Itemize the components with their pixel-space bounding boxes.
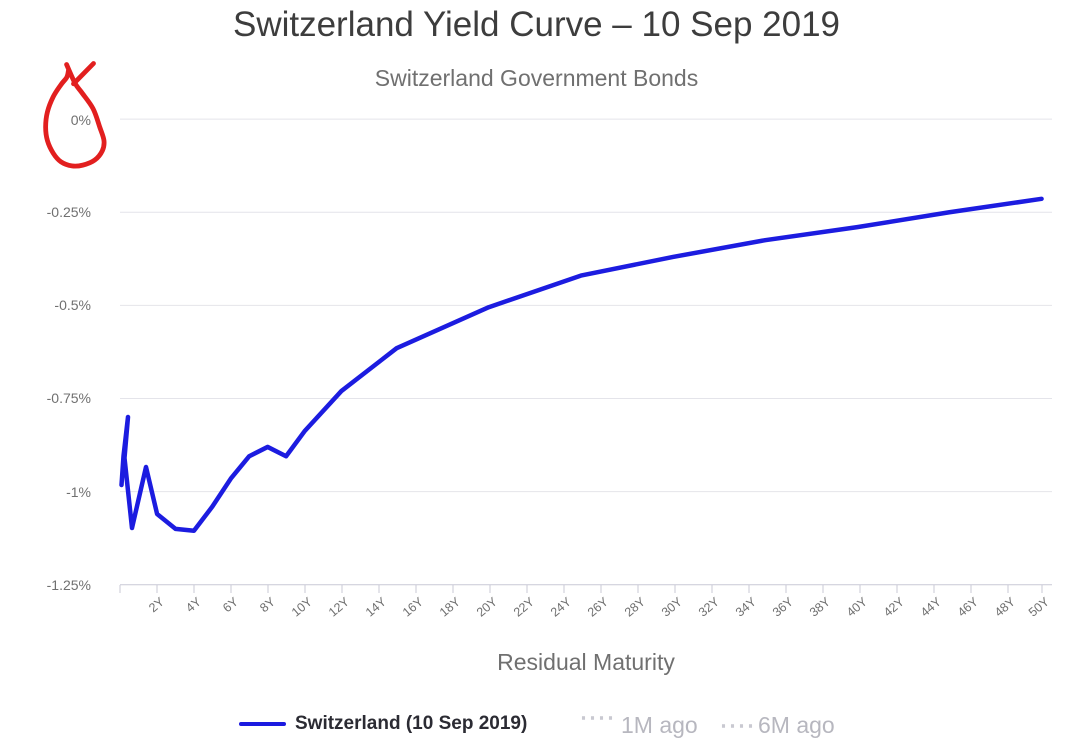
svg-text:28Y: 28Y: [622, 594, 649, 619]
svg-text:2Y: 2Y: [146, 594, 167, 615]
svg-text:-1%: -1%: [66, 484, 91, 500]
svg-text:-0.5%: -0.5%: [54, 297, 91, 313]
svg-text:-0.25%: -0.25%: [47, 204, 91, 220]
svg-text:48Y: 48Y: [992, 594, 1019, 619]
svg-text:22Y: 22Y: [511, 594, 538, 619]
svg-text:6Y: 6Y: [220, 594, 241, 615]
svg-text:14Y: 14Y: [363, 594, 390, 619]
svg-text:24Y: 24Y: [548, 594, 575, 619]
svg-text:30Y: 30Y: [659, 594, 686, 619]
svg-text:38Y: 38Y: [807, 594, 834, 619]
svg-text:32Y: 32Y: [696, 594, 723, 619]
svg-text:10Y: 10Y: [289, 594, 316, 619]
svg-text:12Y: 12Y: [326, 594, 353, 619]
svg-text:26Y: 26Y: [585, 594, 612, 619]
svg-text:36Y: 36Y: [770, 594, 797, 619]
svg-text:40Y: 40Y: [844, 594, 871, 619]
svg-text:50Y: 50Y: [1026, 594, 1053, 619]
svg-text:44Y: 44Y: [918, 594, 945, 619]
svg-text:16Y: 16Y: [400, 594, 427, 619]
svg-text:42Y: 42Y: [881, 594, 908, 619]
svg-text:20Y: 20Y: [474, 594, 501, 619]
svg-text:8Y: 8Y: [257, 594, 278, 615]
svg-text:Residual Maturity: Residual Maturity: [497, 649, 675, 675]
svg-text:-1.25%: -1.25%: [47, 577, 91, 593]
svg-text:0%: 0%: [71, 112, 91, 128]
svg-text:-0.75%: -0.75%: [47, 390, 91, 406]
svg-text:4Y: 4Y: [183, 594, 204, 615]
svg-text:18Y: 18Y: [437, 594, 464, 619]
svg-text:46Y: 46Y: [955, 594, 982, 619]
svg-text:34Y: 34Y: [733, 594, 760, 619]
